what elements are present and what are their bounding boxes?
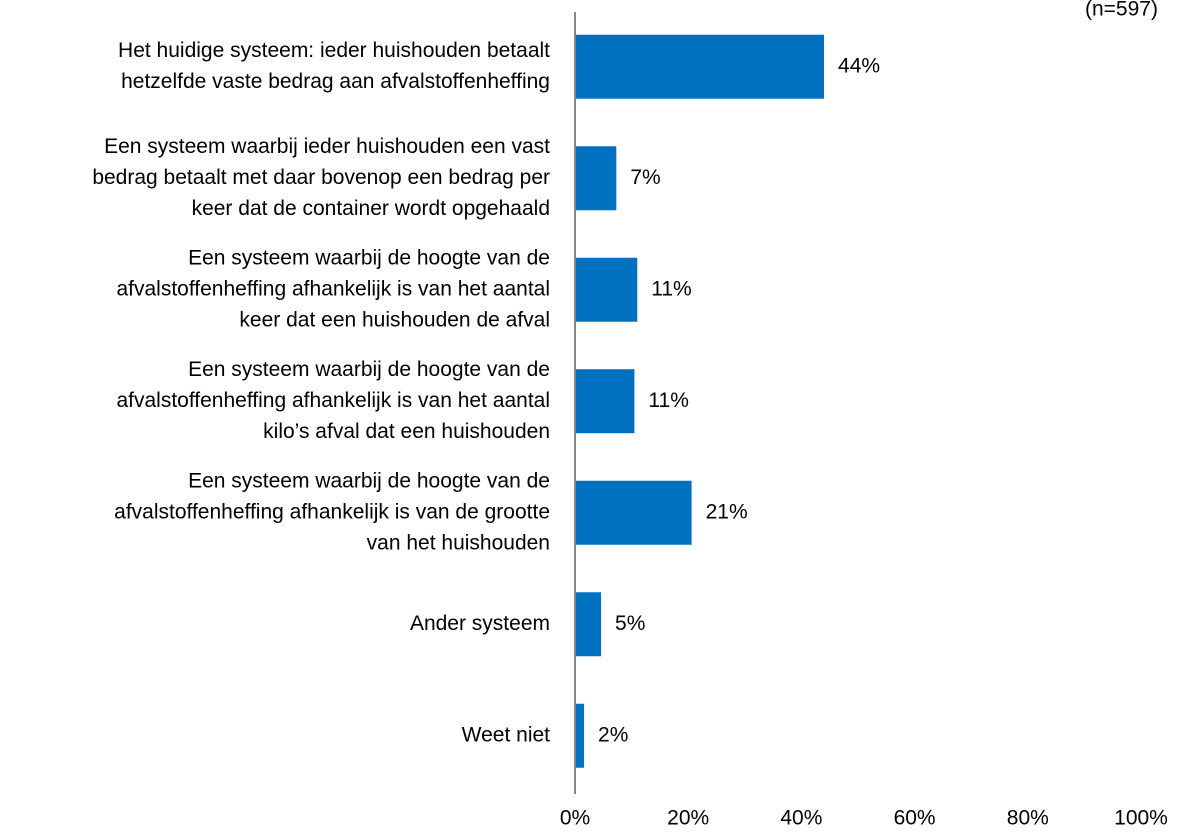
category-label-line: hetzelfde vaste bedrag aan afvalstoffenh… xyxy=(121,70,550,93)
category-label: Een systeem waarbij de hoogte van de afva… xyxy=(116,246,550,331)
x-tick-label: 100% xyxy=(1114,807,1168,830)
category-label-line: keer dat de container wordt opgehaald xyxy=(192,197,550,220)
bar xyxy=(575,369,635,434)
data-label: 7% xyxy=(630,166,660,189)
bar xyxy=(575,592,602,657)
data-label: 21% xyxy=(706,500,748,523)
data-labels-group: 44% 7% 11% 11% 21% 5% 2% xyxy=(598,54,880,746)
category-label: Weet niet xyxy=(462,723,550,746)
bars-group xyxy=(575,34,825,768)
category-label-line: Een systeem waarbij de hoogte van de xyxy=(188,469,550,492)
data-label: 11% xyxy=(648,389,688,412)
category-label-line: bedrag betaalt met daar bovenop een bedr… xyxy=(92,166,550,189)
data-label: 11% xyxy=(651,277,691,300)
x-tick-label: 40% xyxy=(780,807,822,830)
data-label: 2% xyxy=(598,723,628,746)
category-label-line: Weet niet xyxy=(462,723,550,746)
data-label: 44% xyxy=(838,54,880,77)
x-tick-label: 0% xyxy=(560,807,590,830)
category-label: Ander systeem xyxy=(410,612,550,635)
category-label-line: afvalstoffenheffing afhankelijk is van h… xyxy=(116,389,550,412)
x-tick-label: 20% xyxy=(667,807,709,830)
category-label-line: afvalstoffenheffing afhankelijk is van h… xyxy=(116,277,550,300)
category-label-line: Ander systeem xyxy=(410,612,550,635)
category-label: Een systeem waarbij ieder huishouden een… xyxy=(92,135,550,220)
category-label: Het huidige systeem: ieder huishouden be… xyxy=(118,39,550,93)
bar xyxy=(575,146,617,211)
bar xyxy=(575,703,585,768)
category-label-line: Een systeem waarbij ieder huishouden een… xyxy=(104,135,550,158)
x-tick-label: 60% xyxy=(894,807,936,830)
x-axis-ticks-group: 0% 20% 40% 60% 80% 100% xyxy=(560,807,1168,830)
x-tick-label: 80% xyxy=(1007,807,1049,830)
category-label: Een systeem waarbij de hoogte van de afva… xyxy=(114,469,550,554)
data-label: 5% xyxy=(615,612,645,635)
category-label-line: Het huidige systeem: ieder huishouden be… xyxy=(118,39,550,62)
category-label-line: keer dat een huishouden de afval xyxy=(239,308,550,331)
sample-size-note: (n=597) xyxy=(1085,0,1158,21)
category-label-line: van het huishouden xyxy=(367,531,550,554)
category-labels-group: Het huidige systeem: ieder huishouden be… xyxy=(92,39,550,747)
category-label-line: afvalstoffenheffing afhankelijk is van d… xyxy=(114,500,550,523)
category-label-line: Een systeem waarbij de hoogte van de xyxy=(188,246,550,269)
bar xyxy=(575,257,638,322)
category-label-line: Een systeem waarbij de hoogte van de xyxy=(188,358,550,381)
bar xyxy=(575,480,692,545)
bar xyxy=(575,34,825,99)
category-label-line: kilo’s afval dat een huishouden xyxy=(263,420,550,443)
category-label: Een systeem waarbij de hoogte van de afva… xyxy=(116,358,550,443)
